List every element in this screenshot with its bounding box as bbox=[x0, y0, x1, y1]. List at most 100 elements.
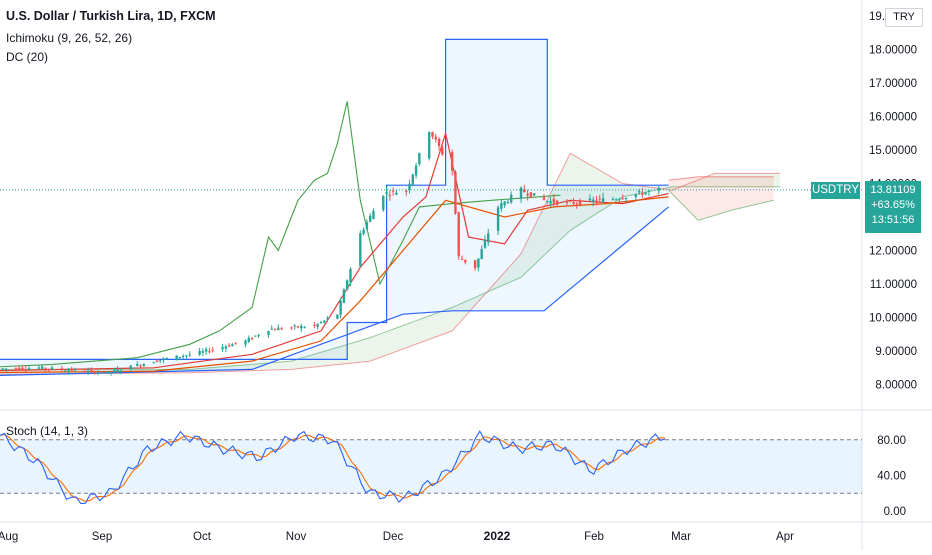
candle-body bbox=[414, 165, 418, 176]
candle-body bbox=[129, 365, 132, 369]
candle-body bbox=[182, 356, 185, 358]
stoch-tick-label: 0.00 bbox=[884, 506, 906, 518]
candle-body bbox=[116, 369, 119, 373]
time-axis-label: Nov bbox=[286, 531, 307, 543]
candle-body bbox=[224, 346, 228, 349]
candle-body bbox=[450, 152, 454, 171]
donchian-legend[interactable]: DC (20) bbox=[6, 50, 49, 64]
candle-body bbox=[339, 300, 342, 315]
candle-body bbox=[434, 136, 437, 140]
candle-body bbox=[346, 280, 349, 290]
candle-body bbox=[14, 368, 18, 370]
senkou-future-a bbox=[668, 189, 774, 221]
time-axis-label: Feb bbox=[584, 531, 604, 543]
candle-body bbox=[280, 328, 283, 330]
time-axis-label: Dec bbox=[383, 531, 404, 543]
candle-body bbox=[496, 207, 500, 231]
candle-body bbox=[647, 190, 651, 192]
candle-body bbox=[595, 200, 598, 202]
candle-body bbox=[152, 362, 155, 364]
candle-body bbox=[234, 342, 237, 344]
senkou-span-b bbox=[0, 152, 781, 375]
candle-body bbox=[132, 367, 136, 369]
ichimoku-cloud bbox=[0, 152, 781, 375]
candle-body bbox=[532, 193, 536, 196]
candle-body bbox=[614, 199, 618, 201]
ichimoku-legend[interactable]: Ichimoku (9, 26, 52, 26) bbox=[6, 31, 133, 45]
kumo-future-fill bbox=[668, 176, 774, 221]
candle-body bbox=[431, 132, 434, 137]
candle-body bbox=[201, 351, 205, 353]
candle-body bbox=[437, 139, 441, 147]
currency-label[interactable]: TRY bbox=[885, 8, 923, 27]
candle-body bbox=[159, 360, 162, 362]
price-tick-label: 8.00000 bbox=[875, 380, 917, 392]
candle-body bbox=[592, 199, 595, 202]
candle-body bbox=[257, 335, 260, 337]
candle-body bbox=[277, 327, 280, 331]
candle-body bbox=[113, 369, 116, 373]
candle-body bbox=[300, 325, 303, 329]
candle-body bbox=[634, 194, 638, 198]
candle-body bbox=[44, 367, 47, 369]
candle-body bbox=[139, 365, 142, 367]
candle-body bbox=[572, 202, 575, 204]
candle-body bbox=[529, 192, 533, 198]
candle-body bbox=[83, 371, 86, 373]
candle-body bbox=[395, 192, 398, 195]
candle-body bbox=[372, 210, 375, 220]
candle-body bbox=[178, 356, 182, 358]
candle-body bbox=[106, 371, 109, 373]
candle-body bbox=[188, 354, 191, 356]
stochastic-legend[interactable]: Stoch (14, 1, 3) bbox=[6, 424, 89, 438]
candle-body bbox=[477, 258, 480, 268]
senkou-span-a bbox=[0, 186, 781, 370]
candle-body bbox=[40, 366, 44, 369]
candle-body bbox=[93, 371, 96, 374]
candle-body bbox=[204, 349, 208, 352]
candle-body bbox=[136, 364, 139, 366]
candle-body bbox=[142, 364, 146, 366]
candle-body bbox=[454, 172, 457, 214]
candle-body bbox=[63, 370, 67, 372]
time-axis-label: Mar bbox=[671, 531, 691, 543]
stoch-tick-label: 40.00 bbox=[877, 470, 906, 482]
candle-body bbox=[303, 327, 306, 329]
candle-body bbox=[323, 320, 326, 323]
candle-body bbox=[319, 322, 323, 324]
candle-body bbox=[644, 192, 647, 195]
candle-body bbox=[457, 212, 460, 257]
candle-body bbox=[601, 198, 605, 203]
candle-body bbox=[510, 194, 513, 203]
candle-body bbox=[611, 198, 615, 200]
candle-body bbox=[618, 199, 621, 201]
candle-body bbox=[480, 249, 483, 259]
price-tick-label: 17.00000 bbox=[869, 78, 917, 90]
candle-body bbox=[50, 367, 54, 370]
candle-body bbox=[70, 368, 73, 371]
time-axis-label: 2022 bbox=[484, 529, 511, 543]
candle-body bbox=[67, 370, 70, 372]
candle-body bbox=[575, 203, 578, 205]
price-tick-label: 11.00000 bbox=[870, 279, 917, 291]
candle-body bbox=[565, 202, 569, 204]
candle-body bbox=[349, 268, 352, 282]
donchian-fill bbox=[0, 39, 669, 376]
time-axis-label: Oct bbox=[193, 531, 212, 543]
candle-body bbox=[293, 325, 296, 327]
candle-body bbox=[273, 329, 277, 331]
candle-body bbox=[368, 215, 372, 222]
candle-body bbox=[270, 328, 273, 330]
candle-body bbox=[546, 200, 549, 202]
candle-body bbox=[165, 358, 168, 360]
candle-body bbox=[460, 259, 464, 261]
candle-body bbox=[86, 370, 90, 372]
symbol-title[interactable]: U.S. Dollar / Turkish Lira, 1D, FXCM bbox=[6, 9, 216, 23]
candle-body bbox=[90, 369, 93, 371]
candle-body bbox=[441, 147, 444, 155]
price-tick-label: 18.00000 bbox=[869, 45, 917, 57]
stochastic-panel bbox=[0, 430, 862, 505]
candle-body bbox=[408, 183, 411, 190]
